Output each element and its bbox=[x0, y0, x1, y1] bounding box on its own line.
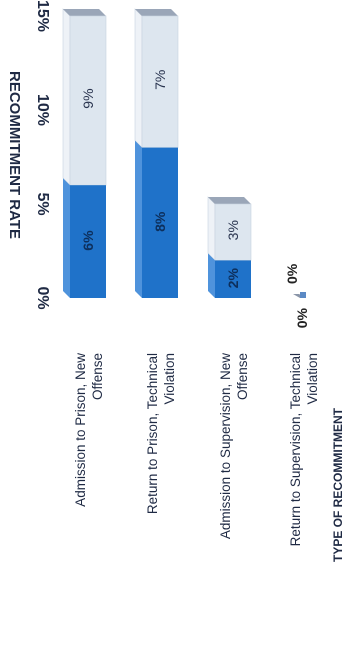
x-tick-label: 0% bbox=[34, 286, 51, 309]
category-label: Return to Supervision, Technical bbox=[288, 353, 303, 546]
x-tick-label: 5% bbox=[34, 192, 51, 215]
data-label-series-2: 3% bbox=[225, 220, 241, 240]
x-tick-label: 15% bbox=[34, 0, 51, 32]
category-label: Admission to Prison, New bbox=[73, 353, 88, 507]
category-label: Violation bbox=[162, 353, 177, 405]
bar-segment-series-1 bbox=[215, 260, 251, 298]
bar-segment-end-series-2 bbox=[135, 9, 178, 16]
bar-segment-top-series-1 bbox=[208, 253, 215, 298]
bar-segment-top-series-2 bbox=[207, 196, 216, 262]
data-label-series-1: 8% bbox=[152, 211, 168, 232]
x-axis-title: RECOMMITMENT RATE bbox=[6, 71, 23, 239]
bar-segment-top-series-2 bbox=[134, 8, 143, 149]
bar-segment-end-series-2 bbox=[63, 9, 106, 16]
data-label-series-2: 7% bbox=[152, 70, 168, 90]
category-label: Admission to Supervision, New bbox=[218, 353, 233, 539]
bar-segment-series-1 bbox=[70, 185, 106, 298]
data-label-series-2: 9% bbox=[80, 88, 96, 108]
data-label-series-1: 0% bbox=[294, 307, 310, 328]
data-label-series-1: 6% bbox=[80, 230, 96, 251]
category-label: Violation bbox=[305, 353, 320, 405]
category-label: Offense bbox=[90, 353, 105, 400]
bar-segment-top-series-2 bbox=[62, 8, 71, 186]
category-label: Return to Prison, Technical bbox=[145, 353, 160, 514]
bar-segment-end-series-2 bbox=[208, 197, 251, 204]
data-label-series-1: 2% bbox=[225, 268, 241, 289]
data-label-series-2: 0% bbox=[284, 263, 300, 284]
y-axis-title: TYPE OF RECOMMITMENT bbox=[331, 407, 345, 562]
category-label: Offense bbox=[235, 353, 250, 400]
bar-segment-series-1 bbox=[142, 147, 178, 298]
bar-segment-top-series-1 bbox=[63, 178, 70, 298]
bar-zero bbox=[300, 292, 306, 298]
bar-segment-top-series-1 bbox=[135, 140, 142, 298]
x-tick-label: 10% bbox=[34, 94, 51, 126]
